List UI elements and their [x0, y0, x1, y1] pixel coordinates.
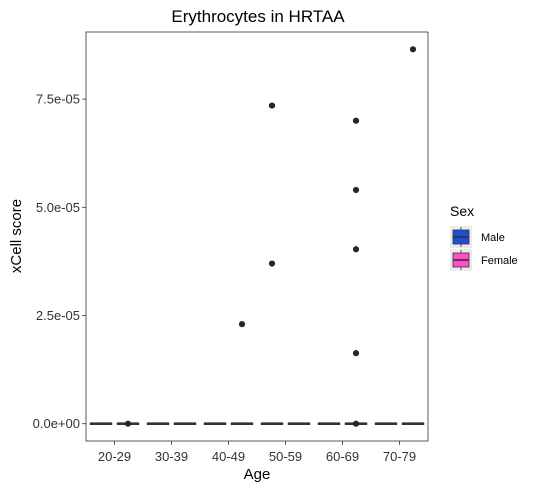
legend: Sex Male Female [450, 203, 518, 271]
y-tick-label: 5.0e-05 [36, 200, 80, 215]
x-tick-label-30-39: 30-39 [155, 449, 188, 464]
legend-item-male: Male [450, 226, 505, 248]
x-axis: 20-29 30-39 40-49 50-59 60-69 70-79 [98, 441, 416, 464]
x-tick-label-20-29: 20-29 [98, 449, 131, 464]
legend-item-female: Female [450, 249, 518, 271]
x-tick-label-70-79: 70-79 [383, 449, 416, 464]
legend-title: Sex [450, 203, 474, 219]
outlier-point [352, 186, 360, 194]
outlier-point [352, 246, 360, 253]
outlier-point [352, 350, 360, 357]
y-axis: 0.0e+00 2.5e-05 5.0e-05 7.5e-05 [33, 92, 86, 431]
legend-label: Female [481, 255, 518, 267]
x-axis-title: Age [244, 466, 271, 483]
x-tick-label-50-59: 50-59 [269, 449, 302, 464]
chart-title: Erythrocytes in HRTAA [171, 7, 345, 26]
outlier-point [352, 420, 360, 427]
y-tick-label: 7.5e-05 [36, 92, 80, 107]
x-tick-label-40-49: 40-49 [212, 449, 245, 464]
outlier-point [352, 117, 360, 124]
outlier-point [124, 420, 132, 427]
plot-marks [89, 46, 425, 427]
outlier-point [238, 321, 246, 328]
legend-label: Male [481, 232, 505, 244]
y-axis-title: xCell score [8, 199, 25, 273]
outlier-point [409, 46, 417, 53]
outlier-point [268, 260, 276, 267]
outlier-point [268, 102, 276, 109]
y-tick-label: 2.5e-05 [36, 308, 80, 323]
y-tick-label: 0.0e+00 [33, 416, 80, 431]
x-tick-label-60-69: 60-69 [326, 449, 359, 464]
plot-panel [85, 31, 429, 442]
